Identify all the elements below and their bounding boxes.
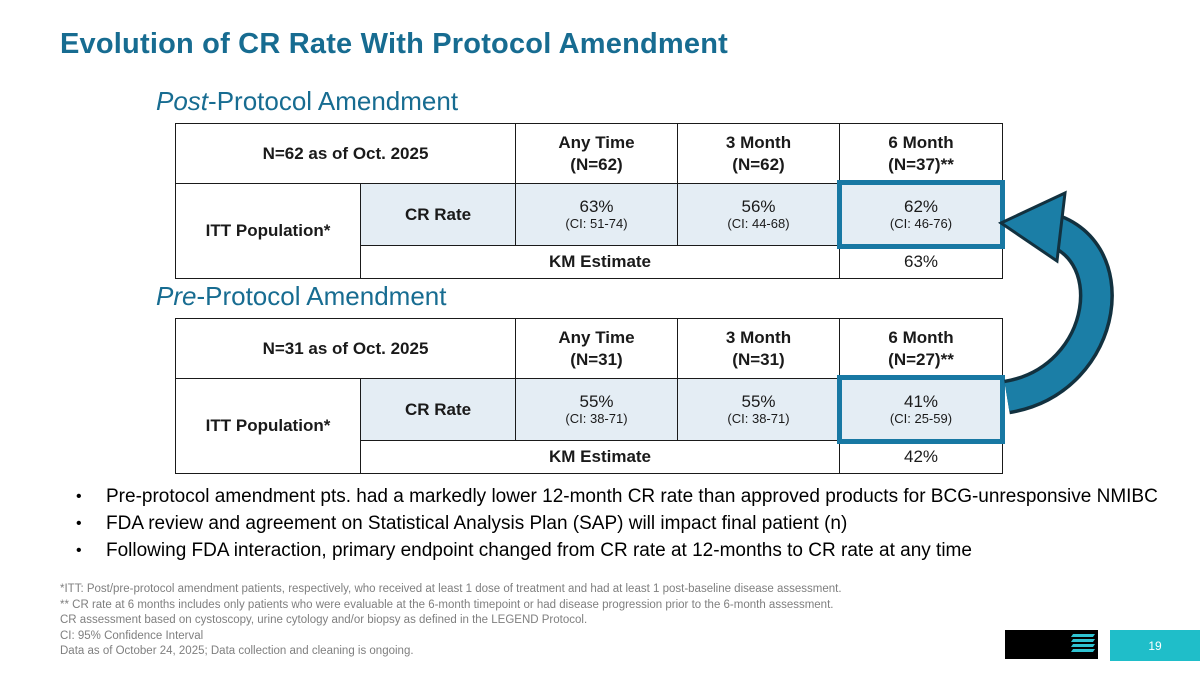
bullet-item: • FDA review and agreement on Statistica… xyxy=(76,512,1186,534)
footnotes: *ITT: Post/pre-protocol amendment patien… xyxy=(60,582,1010,660)
cr-rate-row: ITT Population* CR Rate 55% (CI: 38-71) … xyxy=(175,375,1005,474)
post-cr-rate-label: CR Rate xyxy=(360,183,516,246)
col-header-line1: 3 Month xyxy=(725,328,792,348)
bullet-marker: • xyxy=(76,514,82,532)
cr-value: 55% xyxy=(741,392,776,412)
col-header-line1: Any Time xyxy=(558,133,635,153)
curved-arrow-icon xyxy=(985,175,1155,425)
col-header-line2: (N=31) xyxy=(732,349,785,369)
pre-cr-rate-label: CR Rate xyxy=(360,378,516,441)
col-header-line1: 3 Month xyxy=(725,133,792,153)
post-km-label: KM Estimate xyxy=(360,245,840,279)
col-header-line2: (N=27)** xyxy=(888,349,954,369)
cr-rate-row: ITT Population* CR Rate 63% (CI: 51-74) … xyxy=(175,180,1005,279)
bullet-item: • Pre-protocol amendment pts. had a mark… xyxy=(76,487,1186,507)
cr-ci: (CI: 51-74) xyxy=(565,215,628,231)
cr-ci: (CI: 46-76) xyxy=(889,215,953,231)
post-corner-label: N=62 as of Oct. 2025 xyxy=(175,123,516,184)
bullet-marker: • xyxy=(76,541,82,559)
post-section-heading-rest: -Protocol Amendment xyxy=(208,86,459,116)
cr-ci: (CI: 38-71) xyxy=(565,410,628,426)
cr-value: 41% xyxy=(903,392,939,412)
cr-ci: (CI: 25-59) xyxy=(889,410,953,426)
footnote-line: Data as of October 24, 2025; Data collec… xyxy=(60,645,414,657)
slide-title: Evolution of CR Rate With Protocol Amend… xyxy=(60,28,729,60)
col-header-line1: 6 Month xyxy=(888,133,954,153)
col-header-line1: Any Time xyxy=(558,328,635,348)
table-header-row: N=31 as of Oct. 2025 Any Time (N=31) 3 M… xyxy=(175,318,1003,379)
bullet-marker: • xyxy=(76,488,82,505)
post-protocol-table: N=62 as of Oct. 2025 Any Time (N=62) 3 M… xyxy=(175,123,1005,279)
pre-section-heading-rest: -Protocol Amendment xyxy=(196,281,447,311)
pre-row-label: ITT Population* xyxy=(175,378,361,474)
cr-value: 62% xyxy=(903,197,939,217)
col-header-line2: (N=62) xyxy=(570,154,623,174)
page-number: 19 xyxy=(1148,638,1162,653)
footnote-line: CR assessment based on cystoscopy, urine… xyxy=(60,614,588,626)
bullet-item: • Following FDA interaction, primary end… xyxy=(76,539,1186,561)
pre-col-3month: 3 Month (N=31) xyxy=(677,318,840,379)
pre-col-6month: 6 Month (N=27)** xyxy=(839,318,1003,379)
bullet-text: Following FDA interaction, primary endpo… xyxy=(106,539,972,561)
footnote-line: CI: 95% Confidence Interval xyxy=(60,629,204,642)
col-header-line2: (N=37)** xyxy=(888,154,954,174)
pre-cr-6month-cell-highlighted: 41% (CI: 25-59) xyxy=(837,375,1005,444)
pre-km-value: 42% xyxy=(839,440,1003,474)
logo-stripes-icon xyxy=(1070,634,1096,655)
post-cr-3month-cell: 56% (CI: 44-68) xyxy=(677,183,840,246)
post-col-anytime: Any Time (N=62) xyxy=(515,123,678,184)
bullet-text: Pre-protocol amendment pts. had a marked… xyxy=(106,486,1158,507)
page-number-badge: 19 xyxy=(1110,630,1200,661)
cr-ci: (CI: 38-71) xyxy=(727,410,790,426)
cr-value: 63% xyxy=(579,197,614,217)
cr-value: 55% xyxy=(579,392,614,412)
post-col-3month: 3 Month (N=62) xyxy=(677,123,840,184)
pre-km-label: KM Estimate xyxy=(360,440,840,474)
pre-corner-label: N=31 as of Oct. 2025 xyxy=(175,318,516,379)
bullet-list: • Pre-protocol amendment pts. had a mark… xyxy=(76,487,1186,568)
col-header-line2: (N=31) xyxy=(570,349,623,369)
cr-value: 56% xyxy=(741,197,776,217)
pre-section-heading-italic: Pre xyxy=(156,281,197,311)
col-header-line2: (N=62) xyxy=(732,154,785,174)
pre-section-heading: Pre-Protocol Amendment xyxy=(156,281,446,312)
cr-ci: (CI: 44-68) xyxy=(727,215,790,231)
post-section-heading-italic: Post xyxy=(156,86,209,116)
km-estimate-row: KM Estimate 42% xyxy=(176,440,1003,474)
company-logo xyxy=(1005,630,1098,659)
post-row-label: ITT Population* xyxy=(175,183,361,279)
pre-cr-3month-cell: 55% (CI: 38-71) xyxy=(677,378,840,441)
post-cr-6month-cell-highlighted: 62% (CI: 46-76) xyxy=(837,180,1005,249)
table-header-row: N=62 as of Oct. 2025 Any Time (N=62) 3 M… xyxy=(175,123,1003,184)
post-km-value: 63% xyxy=(839,245,1003,279)
post-col-6month: 6 Month (N=37)** xyxy=(839,123,1003,184)
km-estimate-row: KM Estimate 63% xyxy=(176,245,1003,279)
pre-protocol-table: N=31 as of Oct. 2025 Any Time (N=31) 3 M… xyxy=(175,318,1005,474)
footnote-line: *ITT: Post/pre-protocol amendment patien… xyxy=(60,583,842,595)
pre-cr-anytime-cell: 55% (CI: 38-71) xyxy=(515,378,678,441)
col-header-line1: 6 Month xyxy=(888,328,954,348)
footnote-line: ** CR rate at 6 months includes only pat… xyxy=(60,598,834,611)
post-section-heading: Post-Protocol Amendment xyxy=(156,86,458,117)
post-cr-anytime-cell: 63% (CI: 51-74) xyxy=(515,183,678,246)
bullet-text: FDA review and agreement on Statistical … xyxy=(106,512,848,534)
pre-col-anytime: Any Time (N=31) xyxy=(515,318,678,379)
